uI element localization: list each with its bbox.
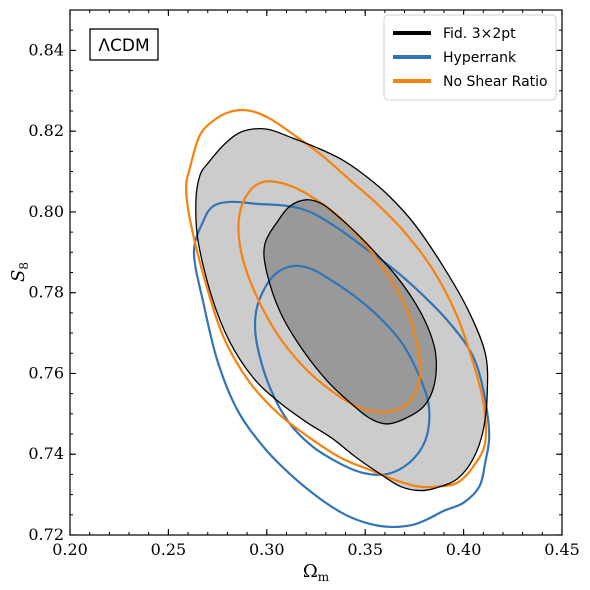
no-shear-ratio-outer-contour xyxy=(185,108,488,489)
legend-frame xyxy=(383,14,557,101)
y-tick-label: 0.84 xyxy=(28,40,64,59)
x-tick-label: 0.40 xyxy=(446,540,482,559)
legend-entries: Fid. 3×2pt Hyperrank No Shear Ratio xyxy=(393,26,548,90)
y-tick-label: 0.74 xyxy=(28,444,64,463)
legend-label: Hyperrank xyxy=(443,50,517,66)
model-label: ΛCDM xyxy=(98,36,149,56)
y-tick-label: 0.72 xyxy=(28,525,64,544)
legend: Fid. 3×2pt Hyperrank No Shear Ratio xyxy=(383,14,557,101)
model-label-box: ΛCDM xyxy=(89,28,159,61)
x-tick-label: 0.25 xyxy=(151,540,187,559)
y-axis-title-main: S xyxy=(8,270,29,282)
model-label-frame xyxy=(89,28,159,61)
y-axis-title: S8 xyxy=(8,262,31,282)
contour-layer xyxy=(185,108,491,529)
x-axis-title-sub: m xyxy=(318,570,330,584)
y-tick-label: 0.80 xyxy=(28,202,64,221)
tick-layer: 0.20 0.25 0.30 0.35 0.40 0.45 0.72 0.74 0.76 0.78… xyxy=(28,9,580,559)
y-tick-label: 0.78 xyxy=(28,283,64,302)
svg-text:Ωm: Ωm xyxy=(303,561,330,584)
fid-inner-fill xyxy=(263,199,437,424)
hyperrank-inner-contour xyxy=(253,264,431,476)
x-axis-title-main: Ω xyxy=(303,561,318,582)
svg-text:S8: S8 xyxy=(8,262,31,282)
fid-3-2pt-inner-contour xyxy=(263,199,437,425)
x-axis-title: Ωm xyxy=(303,561,330,584)
x-tick-label: 0.45 xyxy=(544,540,580,559)
y-axis-title-sub: 8 xyxy=(17,262,31,270)
y-tick-label: 0.82 xyxy=(28,121,64,140)
hyperrank-outer-contour xyxy=(192,200,491,529)
legend-label: No Shear Ratio xyxy=(443,74,548,90)
x-tick-label: 0.35 xyxy=(347,540,383,559)
y-tick-label: 0.76 xyxy=(28,363,64,382)
fid-3-2pt-outer-contour xyxy=(195,128,489,492)
legend-label: Fid. 3×2pt xyxy=(443,26,516,42)
x-tick-label: 0.20 xyxy=(52,540,88,559)
x-tick-label: 0.30 xyxy=(249,540,285,559)
no-shear-ratio-inner-contour xyxy=(237,180,422,414)
